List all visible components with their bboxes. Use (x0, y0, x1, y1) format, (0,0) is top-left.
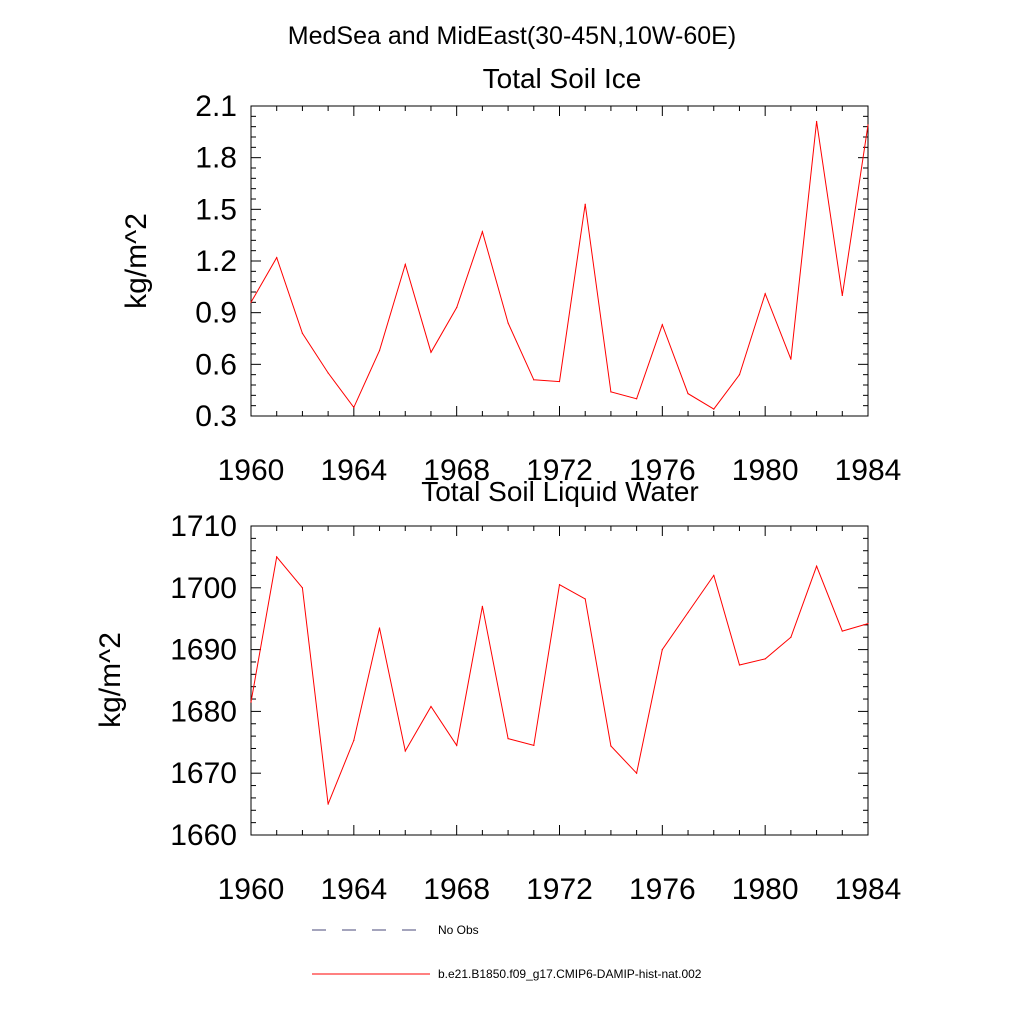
data-point (250, 301, 252, 303)
data-point (636, 398, 638, 400)
y-tick-label: 2.1 (195, 90, 237, 123)
data-point (327, 803, 329, 805)
figure-title: MedSea and MidEast(30-45N,10W-60E) (288, 22, 736, 50)
data-point (301, 332, 304, 334)
series-line (250, 121, 869, 410)
data-point (661, 324, 663, 326)
legend-label-no-obs: No Obs (438, 923, 479, 937)
x-tick-label: 1964 (320, 873, 387, 906)
data-point (738, 374, 741, 376)
data-point (764, 658, 766, 660)
data-point (558, 380, 561, 383)
y-tick-label: 1.5 (195, 193, 237, 226)
x-tick-label: 1984 (835, 873, 902, 906)
y-axis-label-soil-liquid-water: kg/m^2 (94, 632, 127, 728)
x-tick-label: 1968 (423, 873, 490, 906)
x-tick-label: 1960 (218, 873, 285, 906)
data-point (610, 745, 612, 747)
y-tick-label: 1.2 (195, 245, 237, 278)
data-point (790, 636, 792, 638)
data-point (327, 372, 329, 374)
data-point (713, 408, 715, 410)
data-point (456, 306, 458, 309)
data-point (276, 556, 278, 558)
data-point (353, 739, 355, 742)
data-point (636, 772, 638, 774)
data-point (867, 623, 869, 625)
data-point (481, 605, 483, 607)
data-point (584, 598, 586, 600)
data-point (687, 393, 689, 395)
legend: No Obs b.e21.B1850.f09_g17.CMIP6-DAMIP-h… (312, 923, 702, 981)
series-line (250, 555, 869, 805)
data-point (841, 294, 843, 297)
data-point (301, 587, 304, 589)
data-point (841, 630, 843, 632)
data-point (378, 627, 381, 629)
data-point (584, 203, 586, 205)
data-point (507, 322, 509, 324)
data-point (404, 750, 406, 752)
legend-label-model: b.e21.B1850.f09_g17.CMIP6-DAMIP-hist-nat… (438, 967, 702, 981)
y-tick-label: 1660 (170, 819, 237, 852)
data-point (430, 351, 432, 353)
data-point (276, 256, 278, 259)
data-point (558, 584, 561, 586)
data-point (661, 649, 663, 651)
data-point (250, 701, 252, 703)
y-tick-label: 0.3 (195, 400, 237, 433)
x-tick-label: 1972 (526, 873, 593, 906)
y-tick-label: 1670 (170, 757, 237, 790)
data-point (507, 737, 509, 740)
panel-total-soil-liquid-water: Total Soil Liquid Water kg/m^2 1960 1964 1… (94, 476, 901, 906)
data-point (867, 124, 869, 126)
plot-frame (250, 525, 869, 836)
y-tick-label: 1700 (170, 572, 237, 605)
data-point (378, 349, 381, 352)
x-tick-label: 1980 (732, 454, 799, 487)
panel-title-soil-ice: Total Soil Ice (483, 63, 642, 94)
data-point (790, 358, 792, 360)
data-point (687, 611, 689, 614)
data-point (533, 379, 535, 381)
data-point (815, 565, 818, 567)
x-tick-label: 1976 (629, 454, 696, 487)
x-tick-label: 1964 (320, 454, 387, 487)
data-point (353, 406, 355, 408)
data-point (713, 574, 715, 577)
x-tick-label: 1960 (218, 454, 285, 487)
panel-total-soil-ice: Total Soil Ice kg/m^2 1960 1964 1968 1972 19… (120, 63, 901, 487)
x-tick-label: 1980 (732, 873, 799, 906)
y-tick-label: 1690 (170, 634, 237, 667)
y-tick-label: 0.9 (195, 297, 237, 330)
x-tick-label: 1976 (629, 873, 696, 906)
data-point (738, 664, 741, 666)
y-tick-label: 0.6 (195, 348, 237, 381)
data-point (764, 293, 766, 295)
y-tick-label: 1710 (170, 510, 237, 543)
data-point (533, 744, 535, 746)
panel-title-soil-liquid-water: Total Soil Liquid Water (421, 476, 699, 507)
x-tick-label: 1972 (526, 454, 593, 487)
y-axis-label-soil-ice: kg/m^2 (120, 213, 153, 309)
x-tick-label: 1984 (835, 454, 902, 487)
data-point (481, 231, 483, 233)
y-tick-label: 1680 (170, 695, 237, 728)
data-point (456, 744, 458, 746)
data-point (430, 705, 432, 708)
data-point (815, 120, 818, 123)
x-tick-label: 1968 (423, 454, 490, 487)
data-point (610, 391, 612, 393)
plot-frame (250, 105, 869, 417)
data-point (404, 263, 406, 266)
y-tick-label: 1.8 (195, 142, 237, 175)
